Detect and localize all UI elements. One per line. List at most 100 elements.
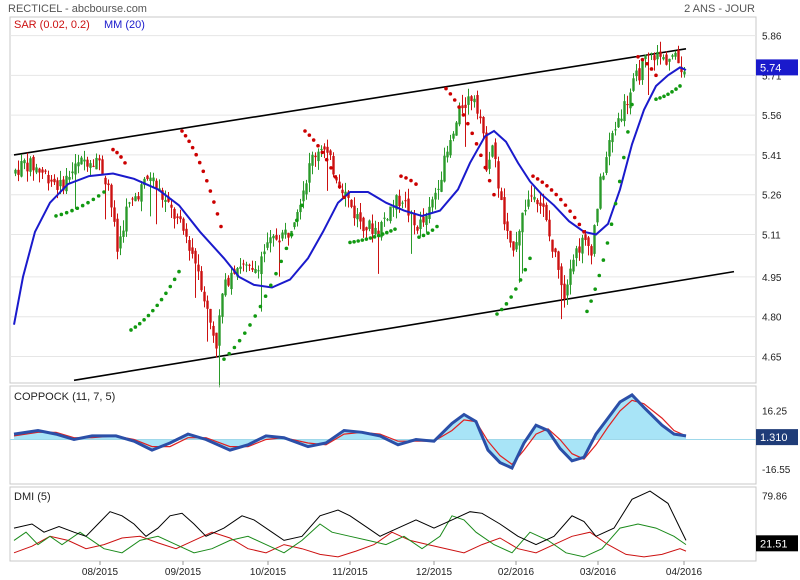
candle-body — [191, 247, 194, 254]
candle-body — [128, 202, 131, 204]
sar-dot — [457, 105, 461, 109]
sar-dot — [91, 197, 96, 202]
candle-body — [620, 118, 623, 121]
candle — [443, 147, 446, 183]
candle-body — [257, 270, 260, 272]
candle — [95, 153, 98, 170]
candle — [179, 209, 182, 223]
candle-body — [326, 146, 329, 153]
sar-dot — [376, 233, 381, 238]
sar-dot — [549, 188, 554, 192]
candle-body — [65, 175, 68, 192]
candle-body — [368, 220, 371, 229]
channel-upper-trendline — [13, 48, 687, 156]
candle — [581, 234, 584, 264]
candle-body — [668, 58, 671, 62]
sar-dot — [654, 73, 658, 78]
candle-body — [641, 61, 644, 81]
candle-body — [50, 179, 53, 182]
candle — [506, 212, 509, 240]
sar-dot — [492, 192, 496, 197]
candle — [44, 169, 47, 175]
sar-dot — [414, 182, 418, 186]
sar-dot — [479, 153, 483, 158]
dmi-plot — [13, 490, 687, 558]
candle-body — [665, 54, 668, 65]
candle-body — [41, 169, 44, 173]
candle-body — [632, 78, 635, 91]
sar-dot — [670, 90, 674, 94]
candle — [98, 154, 101, 171]
candle-body — [263, 251, 266, 255]
candle — [542, 193, 545, 217]
candle — [608, 132, 611, 166]
candle-body — [221, 293, 224, 317]
sar-dot — [409, 178, 413, 183]
x-axis-tick-label: 04/2016 — [666, 567, 703, 578]
candle-body — [656, 51, 659, 60]
candle — [386, 218, 389, 222]
candle — [488, 151, 491, 175]
candle-body — [671, 55, 674, 57]
candle — [215, 332, 218, 358]
candle-body — [371, 223, 374, 234]
sar-dot — [499, 307, 504, 312]
candle — [284, 222, 287, 239]
candle-body — [503, 197, 506, 225]
candle-body — [332, 156, 335, 175]
candle — [131, 196, 134, 206]
candle-body — [161, 190, 164, 200]
sar-dot — [385, 230, 389, 235]
candle-body — [635, 70, 638, 77]
candle — [146, 174, 149, 181]
dmi-y-tick-label: 79.86 — [762, 491, 787, 502]
candle-body — [254, 269, 257, 273]
sar-dot — [535, 177, 540, 181]
candle-body — [506, 221, 509, 231]
coppock-line — [13, 393, 687, 470]
candle-body — [203, 291, 206, 302]
candle — [389, 206, 392, 224]
x-axis-tick-label: 02/2016 — [498, 567, 535, 578]
candle — [461, 94, 464, 114]
candle-body — [449, 140, 452, 156]
candle — [518, 229, 521, 283]
sar-dot — [417, 235, 421, 239]
sar-dot — [205, 178, 209, 183]
candle-body — [365, 227, 368, 231]
sar-dot — [307, 133, 312, 137]
sar-dot — [243, 331, 247, 335]
candle — [317, 148, 320, 170]
sar-dot — [316, 143, 320, 148]
dmi-title: DMI (5) — [14, 491, 51, 503]
sar-dot — [133, 325, 138, 329]
candle — [392, 199, 395, 217]
price-y-tick-label: 5.41 — [762, 151, 782, 162]
candle-body — [323, 146, 326, 150]
candle-body — [209, 308, 212, 323]
candle-body — [47, 174, 50, 184]
candle — [470, 95, 473, 111]
candle-body — [68, 177, 71, 180]
candle-body — [287, 232, 290, 238]
candle-body — [83, 159, 86, 162]
candle — [560, 263, 563, 320]
candle-body — [56, 180, 59, 190]
candle — [59, 170, 62, 195]
candle — [77, 154, 80, 174]
sar-dot — [263, 294, 268, 299]
candle — [356, 207, 359, 228]
candle-body — [677, 49, 680, 64]
candle — [41, 166, 44, 180]
x-axis-tick-label: 11/2015 — [332, 567, 368, 578]
candle — [422, 208, 425, 227]
dmi-y-axis: 79.86 21.51 — [756, 491, 798, 552]
candle — [302, 181, 305, 209]
candle-body — [623, 101, 626, 122]
candle-body — [476, 95, 479, 114]
candle — [602, 172, 605, 181]
candle-body — [194, 250, 197, 264]
candle-body — [218, 315, 221, 346]
sar-dot — [295, 218, 299, 223]
candle-body — [524, 209, 527, 212]
